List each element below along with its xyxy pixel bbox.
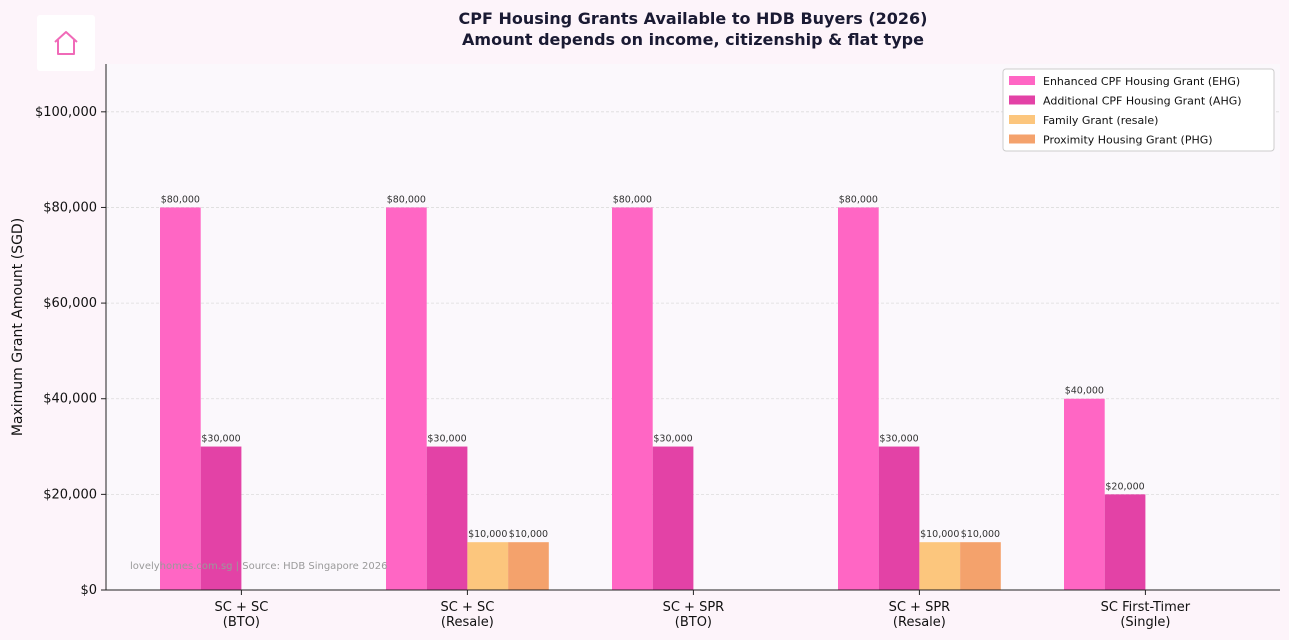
- bar-value-label: $10,000: [961, 529, 1000, 540]
- x-tick-label: (Resale): [441, 615, 494, 630]
- legend-swatch: [1009, 76, 1035, 85]
- y-ticks: $0 $20,000 $40,000 $60,000 $80,000 $100,000: [35, 105, 106, 598]
- y-tick-label: $40,000: [43, 392, 97, 407]
- bar: [878, 446, 920, 590]
- y-tick-label: $0: [80, 583, 97, 598]
- bar: [1064, 398, 1105, 590]
- bar-value-label: $80,000: [839, 194, 878, 205]
- y-tick-label: $60,000: [43, 296, 97, 311]
- bar: [426, 446, 468, 590]
- legend-box: [1002, 68, 1275, 152]
- chart-title: CPF Housing Grants Available to HDB Buye…: [0, 8, 1289, 50]
- bar: [838, 207, 879, 591]
- legend-label: Enhanced CPF Housing Grant (EHG): [1043, 75, 1240, 88]
- bar: [467, 542, 509, 590]
- x-tick-label: SC + SC: [214, 600, 268, 615]
- legend: Enhanced CPF Housing Grant (EHG) Addition…: [1002, 68, 1275, 152]
- legend-label: Family Grant (resale): [1043, 114, 1158, 127]
- legend-swatch: [1009, 134, 1035, 144]
- legend-swatch: [1009, 115, 1035, 124]
- bar: [386, 207, 427, 591]
- bar-value-label: $10,000: [509, 529, 548, 540]
- bar: [508, 542, 549, 590]
- x-tick-label: (Resale): [893, 615, 946, 630]
- bar-value-label: $30,000: [879, 434, 918, 445]
- bar-value-label: $80,000: [613, 194, 652, 205]
- title-line-1: CPF Housing Grants Available to HDB Buye…: [458, 9, 928, 28]
- bar: [612, 207, 653, 591]
- y-tick-label: $20,000: [43, 487, 97, 502]
- x-tick-label: SC First-Timer: [1101, 600, 1191, 615]
- bar: [652, 446, 694, 590]
- y-tick-label: $100,000: [35, 105, 97, 120]
- legend-label: Proximity Housing Grant (PHG): [1043, 134, 1213, 147]
- bar-value-label: $20,000: [1105, 481, 1144, 492]
- logo: [37, 15, 95, 71]
- y-tick-label: $80,000: [43, 200, 97, 215]
- bar-value-label: $30,000: [653, 434, 692, 445]
- bars: [160, 207, 1146, 591]
- bar-value-label: $80,000: [161, 194, 200, 205]
- house-icon: [54, 31, 78, 55]
- bar-value-label: $10,000: [920, 529, 959, 540]
- bar-value-label: $10,000: [468, 529, 507, 540]
- title-line-2: Amount depends on income, citizenship & …: [462, 30, 924, 49]
- x-tick-label: SC + SPR: [663, 600, 725, 615]
- bar: [160, 207, 201, 591]
- data-labels: $80,000$30,000$80,000$30,000$10,000 $10,0…: [161, 194, 1145, 540]
- x-tick-label: (BTO): [675, 615, 712, 630]
- bar: [919, 542, 961, 590]
- x-tick-label: SC + SPR: [889, 600, 951, 615]
- bar-value-label: $40,000: [1065, 386, 1104, 397]
- watermark: lovelyhomes.com.sg | Source: HDB Singapo…: [130, 561, 388, 572]
- y-axis-label: Maximum Grant Amount (SGD): [10, 218, 26, 436]
- bar: [1104, 494, 1146, 590]
- x-ticks: SC + SC(BTO)SC + SC(Resale)SC + SPR(BTO)…: [214, 590, 1191, 630]
- legend-label: Additional CPF Housing Grant (AHG): [1043, 95, 1242, 108]
- bar: [200, 446, 242, 590]
- x-tick-label: (Single): [1120, 615, 1170, 630]
- bar-value-label: $30,000: [427, 434, 466, 445]
- x-tick-label: (BTO): [223, 615, 260, 630]
- x-tick-label: SC + SC: [440, 600, 494, 615]
- bar-value-label: $30,000: [201, 434, 240, 445]
- bar-value-label: $80,000: [387, 194, 426, 205]
- legend-swatch: [1009, 95, 1035, 105]
- bar: [960, 542, 1001, 590]
